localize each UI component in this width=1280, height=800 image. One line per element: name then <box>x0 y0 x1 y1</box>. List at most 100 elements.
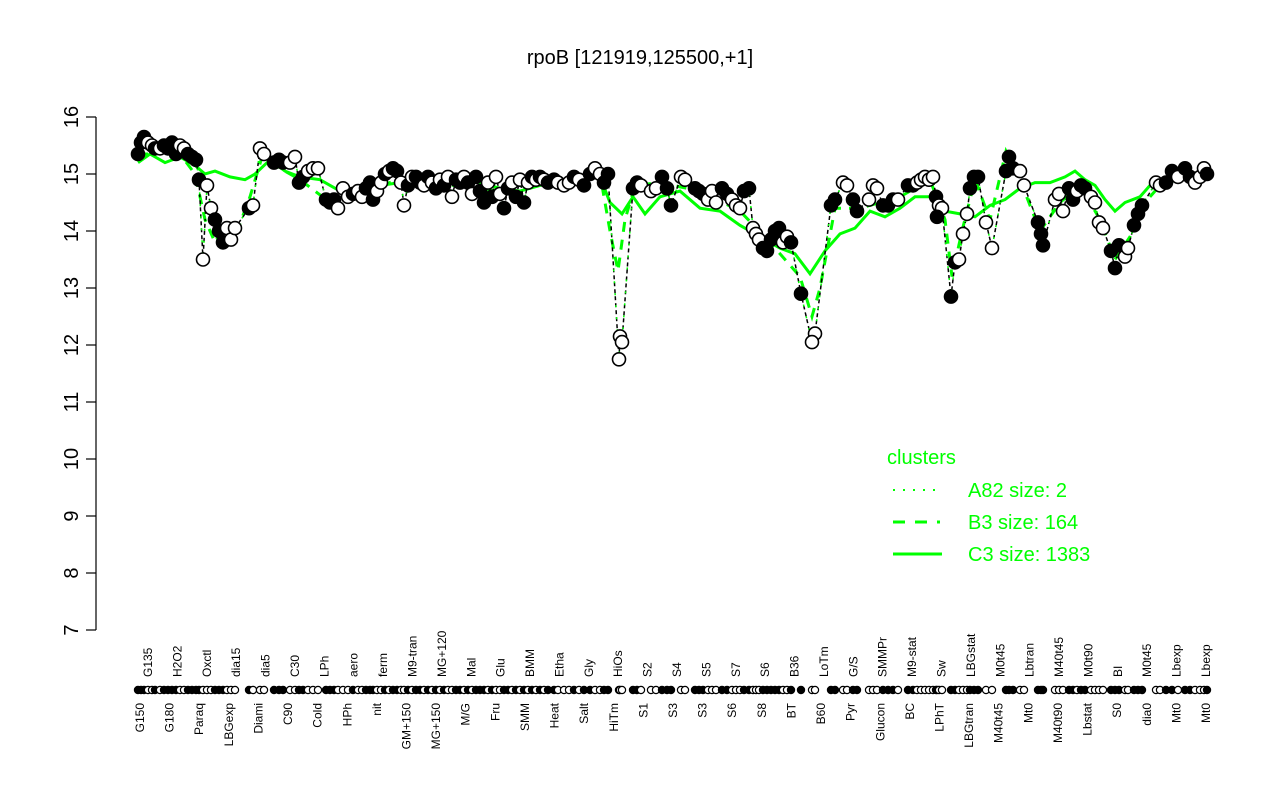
x-tick-label-top: BI <box>1111 666 1125 677</box>
data-point <box>1199 166 1215 182</box>
data-point <box>310 161 326 176</box>
x-tick-label-bottom: MG+150 <box>429 703 443 750</box>
x-tick-label-top: MG+120 <box>435 630 449 677</box>
x-tick-label-top: HiOs <box>611 650 625 677</box>
rug-mark <box>636 685 646 695</box>
x-tick-label-bottom: Glucon <box>873 703 887 741</box>
data-point <box>1095 220 1111 236</box>
data-point <box>1016 178 1032 193</box>
data-point <box>516 195 532 210</box>
x-tick-label-top: S2 <box>641 662 655 677</box>
data-point <box>741 181 757 196</box>
x-tick-label-bottom: M40t45 <box>992 703 1006 743</box>
x-tick-label-bottom: Mt0 <box>1169 703 1183 723</box>
data-point <box>839 178 855 193</box>
rug-mark <box>973 685 983 695</box>
data-point <box>804 334 820 350</box>
data-point <box>488 169 504 185</box>
rug-mark <box>893 685 903 695</box>
y-tick-label: 15 <box>61 163 83 185</box>
x-tick-label-bottom: Heat <box>548 702 562 728</box>
data-point <box>783 235 799 250</box>
data-point <box>869 181 885 196</box>
x-tick-label-bottom: Salt <box>577 702 591 723</box>
x-tick-label-top: Gly <box>582 659 596 677</box>
rug-mark <box>937 685 947 695</box>
data-point <box>1035 238 1051 253</box>
data-point <box>708 195 724 210</box>
x-tick-label-bottom: LBGtran <box>962 703 976 748</box>
rug-mark <box>830 685 840 695</box>
data-point <box>1120 240 1136 256</box>
rug-mark <box>666 685 676 695</box>
data-point <box>890 192 906 207</box>
x-tick-label-top: LPh <box>317 656 331 677</box>
x-tick-label-top: M0t90 <box>1081 643 1095 677</box>
data-points <box>130 129 1215 367</box>
x-tick-label-top: SMMPr <box>876 637 890 677</box>
y-tick-label: 8 <box>61 567 83 578</box>
x-tick-label-top: dia15 <box>229 647 243 677</box>
rug-mark <box>603 685 613 695</box>
x-tick-label-bottom: S1 <box>636 703 650 718</box>
x-tick-label-top: H2O2 <box>170 645 184 677</box>
legend-entry-a82: A82 size: 2 <box>968 480 1067 502</box>
data-point <box>677 172 693 187</box>
data-point <box>576 178 592 193</box>
data-point <box>611 351 627 367</box>
x-tick-label-top: Lbtran <box>1023 643 1037 677</box>
x-tick-label-top: Mal <box>464 658 478 677</box>
rug-mark <box>987 685 997 695</box>
x-tick-label-top: G/S <box>846 656 860 677</box>
data-point <box>1134 198 1150 213</box>
data-point <box>1012 163 1028 179</box>
y-tick-label: 14 <box>61 220 83 242</box>
x-tick-label-top: M0t45 <box>993 643 1007 677</box>
data-point <box>955 226 971 242</box>
data-point <box>827 192 843 207</box>
rug-mark <box>852 685 862 695</box>
legend-entry-b3: B3 size: 164 <box>968 512 1078 534</box>
data-point <box>929 209 945 225</box>
rug-mark <box>313 685 323 695</box>
data-point <box>600 166 616 182</box>
x-tick-label-top: Lbexp <box>1170 644 1184 677</box>
x-tick-label-top: BMM <box>523 649 537 677</box>
x-tick-label-top: LoTm <box>817 646 831 677</box>
x-tick-label-bottom: B60 <box>814 703 828 725</box>
data-point <box>951 252 967 267</box>
x-tick-label-top: C30 <box>288 655 302 677</box>
rug-mark <box>1038 685 1048 695</box>
rug-mark <box>278 685 288 695</box>
x-tick-label-bottom: C90 <box>281 703 295 725</box>
x-tick-label-bottom: BC <box>903 703 917 720</box>
rug-mark <box>1202 685 1212 695</box>
data-point <box>1055 203 1071 219</box>
x-tick-label-top: M0t45 <box>1140 643 1154 677</box>
y-tick-label: 7 <box>61 624 83 635</box>
y-tick-label: 16 <box>61 106 83 128</box>
x-tick-label-bottom: Lbstat <box>1081 702 1095 735</box>
data-point <box>663 198 679 213</box>
x-tick-label-top: M9-tran <box>406 636 420 677</box>
legend: clusters A82 size: 2 B3 size: 164 C3 siz… <box>887 447 1090 566</box>
data-point <box>943 289 959 304</box>
data-point <box>732 200 748 216</box>
x-tick-label-bottom: S6 <box>725 703 739 718</box>
data-point <box>227 220 243 236</box>
x-tick-label-bottom: SMM <box>518 703 532 731</box>
x-tick-label-bottom: GM+150 <box>400 703 414 750</box>
data-point <box>925 169 941 185</box>
data-point <box>793 286 809 302</box>
x-tick-label-top: G135 <box>141 647 155 677</box>
x-tick-label-bottom: M40t90 <box>1051 703 1065 743</box>
x-tick-label-bottom: S3 <box>696 703 710 718</box>
rug-mark <box>680 685 690 695</box>
x-tick-label-top: Oxctl <box>200 650 214 677</box>
x-tick-label-bottom: M/G <box>459 703 473 726</box>
x-tick-label-top: S4 <box>670 662 684 677</box>
rug-mark <box>1173 685 1183 695</box>
data-point <box>1087 195 1103 210</box>
x-tick-label-top: Glu <box>494 658 508 677</box>
